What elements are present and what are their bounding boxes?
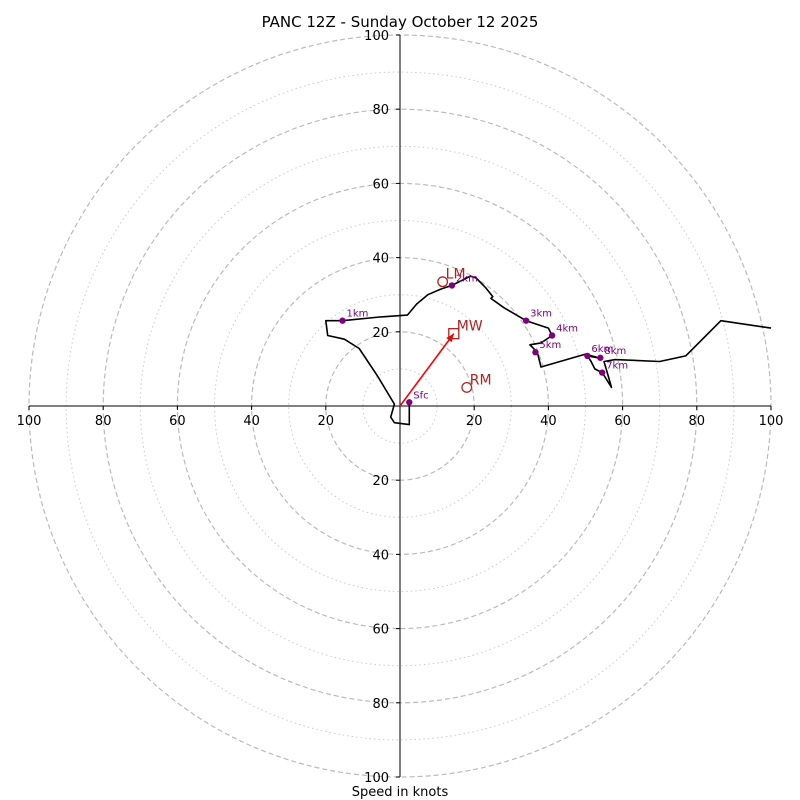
x-tick-label: 40 [540,414,557,429]
x-tick-label: 80 [689,414,706,429]
x-tick-label: 80 [95,414,112,429]
right-mover-marker [461,382,473,393]
y-tick-label: 100 [364,29,389,44]
mean-wind-arrowhead [446,333,454,343]
height-label-1km: 1km [346,309,368,320]
storm-motion-markers: LM RM MW [437,267,492,393]
mean-wind-arrow [399,333,455,407]
x-axis-label: Speed in knots [352,785,449,800]
x-tick-label: 100 [759,414,784,429]
x-tick-label: 100 [17,414,42,429]
hodograph-line [324,275,772,426]
tick-labels: 100 80 60 40 20 20 40 60 80 100 100 80 60 40 20 20 40 60 8… [17,29,784,786]
x-tick-label: 20 [466,414,483,429]
x-tick-label: 20 [318,414,335,429]
x-tick-label: 60 [169,414,186,429]
height-marker-4km [548,332,556,339]
y-tick-label: 80 [372,697,389,712]
height-label-2km: 2km [456,273,478,284]
x-tick-label: 40 [243,414,260,429]
height-marker-2km [448,282,456,289]
left-mover-marker [437,276,449,288]
height-marker-sfc [406,399,413,406]
hodograph-trace-layer [324,275,772,426]
y-tick-label: 20 [372,326,389,341]
height-marker-8km [597,354,604,361]
y-tick-label: 60 [372,623,389,638]
height-label-6km: 6km [591,344,613,355]
height-marker-5km [532,349,539,356]
height-label-5km: 5km [539,340,561,351]
y-tick-label: 40 [372,252,389,267]
height-label-7km: 7km [606,361,628,372]
y-tick-label: 60 [372,177,389,192]
height-marker-1km [339,317,346,324]
y-tick-label: 80 [372,103,389,118]
y-tick-label: 20 [372,474,389,489]
height-label-sfc: Sfc [413,390,428,401]
height-marker-7km [598,369,606,376]
y-tick-label: 40 [372,548,389,563]
y-tick-label: 100 [364,771,389,786]
height-marker-6km [584,352,591,360]
left-mover-label: LM [446,267,466,283]
chart-title: PANC 12Z - Sunday October 12 2025 [262,13,539,31]
right-mover-label: RM [470,372,492,388]
height-label-3km: 3km [530,309,552,320]
mean-wind-label: MW [457,319,483,335]
height-label-8km: 8km [604,346,626,357]
height-marker-3km [522,317,530,324]
height-label-4km: 4km [556,324,578,335]
x-tick-label: 60 [614,414,631,429]
mean-wind-marker [448,328,460,340]
